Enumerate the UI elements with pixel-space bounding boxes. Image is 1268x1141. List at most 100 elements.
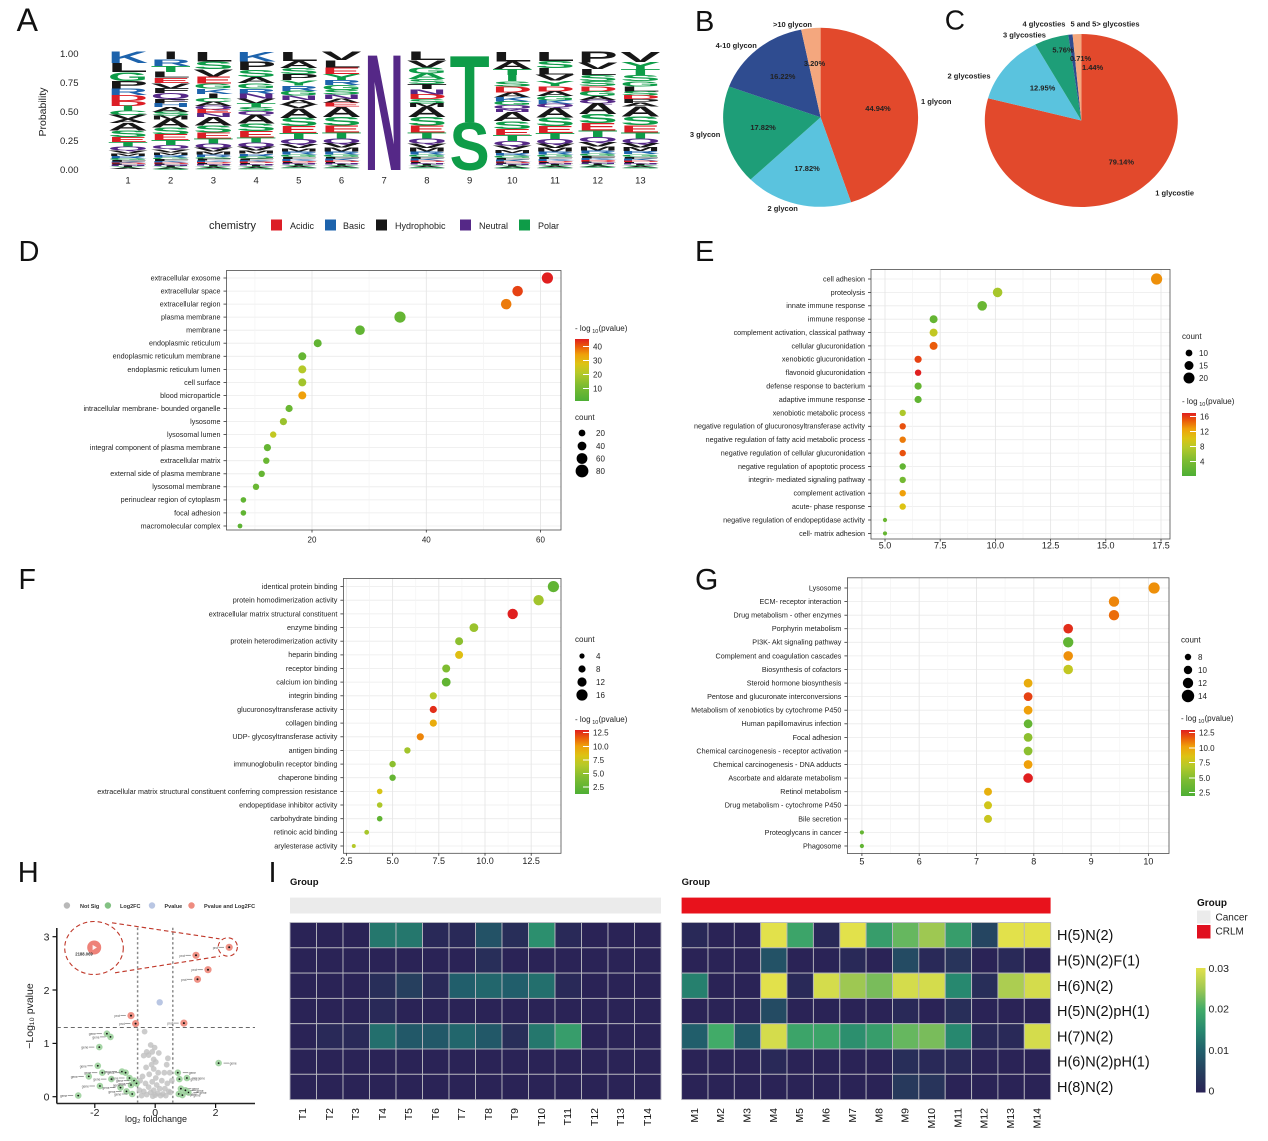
svg-text:gene: gene bbox=[108, 1090, 115, 1094]
svg-text:gene: gene bbox=[114, 1093, 121, 1097]
svg-text:9: 9 bbox=[467, 176, 472, 187]
svg-text:5.0: 5.0 bbox=[879, 541, 892, 551]
svg-text:A: A bbox=[578, 95, 618, 101]
svg-text:A: A bbox=[279, 166, 319, 168]
svg-text:G: G bbox=[620, 80, 660, 89]
svg-text:S: S bbox=[322, 115, 362, 128]
svg-text:I: I bbox=[590, 164, 606, 166]
svg-text:M: M bbox=[578, 146, 618, 152]
svg-text:L: L bbox=[108, 164, 148, 166]
svg-text:8: 8 bbox=[424, 176, 429, 187]
svg-text:lysosome: lysosome bbox=[190, 417, 220, 426]
svg-text:count: count bbox=[1182, 332, 1202, 341]
svg-text:11: 11 bbox=[550, 176, 560, 187]
svg-text:perinuclear region of cytoplas: perinuclear region of cytoplasm bbox=[121, 495, 221, 504]
svg-text:I: I bbox=[419, 164, 435, 166]
svg-text:M: M bbox=[151, 151, 191, 156]
svg-text:4 glycosties: 4 glycosties bbox=[1023, 20, 1066, 29]
svg-text:gene: gene bbox=[84, 1071, 91, 1075]
svg-text:E: E bbox=[322, 102, 362, 108]
svg-text:S: S bbox=[193, 59, 233, 71]
svg-text:F: F bbox=[151, 98, 191, 105]
svg-text:T: T bbox=[236, 136, 276, 144]
svg-text:F: F bbox=[19, 564, 36, 596]
svg-text:A: A bbox=[108, 121, 148, 133]
svg-text:extracellular region: extracellular region bbox=[160, 300, 221, 309]
svg-text:I: I bbox=[163, 50, 179, 62]
svg-text:H(5)N(2): H(5)N(2) bbox=[1057, 928, 1113, 944]
svg-text:cellular glucuronidation: cellular glucuronidation bbox=[791, 341, 865, 350]
svg-text:gene: gene bbox=[104, 1070, 111, 1074]
svg-text:N: N bbox=[492, 164, 532, 166]
svg-text:retinoic acid binding: retinoic acid binding bbox=[274, 828, 338, 837]
svg-text:(pvalue): (pvalue) bbox=[1206, 397, 1235, 406]
svg-text:extracellular matrix structura: extracellular matrix structural constitu… bbox=[97, 787, 337, 796]
svg-text:L: L bbox=[322, 58, 362, 69]
svg-text:A: A bbox=[108, 118, 148, 124]
svg-text:- log: - log bbox=[1182, 397, 1198, 406]
svg-text:0: 0 bbox=[1209, 1086, 1215, 1098]
svg-text:Pvalue and Log2FC: Pvalue and Log2FC bbox=[204, 904, 255, 910]
svg-text:2: 2 bbox=[213, 1107, 219, 1119]
svg-text:Basic: Basic bbox=[343, 221, 366, 231]
svg-text:L: L bbox=[578, 68, 618, 78]
svg-text:K: K bbox=[492, 159, 532, 162]
svg-text:S: S bbox=[407, 78, 447, 86]
svg-text:- log: - log bbox=[1181, 714, 1197, 723]
svg-text:Q: Q bbox=[492, 104, 532, 110]
svg-text:G: G bbox=[492, 155, 532, 159]
svg-text:S: S bbox=[279, 167, 319, 169]
svg-text:F: F bbox=[108, 160, 148, 162]
svg-text:Q: Q bbox=[279, 138, 319, 146]
svg-text:E: E bbox=[535, 124, 575, 135]
svg-text:R: R bbox=[322, 79, 362, 87]
svg-text:-2: -2 bbox=[90, 1107, 99, 1119]
svg-text:R: R bbox=[578, 149, 618, 154]
svg-text:G: G bbox=[279, 90, 319, 98]
svg-text:macromolecular complex: macromolecular complex bbox=[141, 521, 221, 530]
svg-text:plasma membrane: plasma membrane bbox=[161, 313, 221, 322]
svg-text:prot: prot bbox=[167, 1022, 173, 1026]
svg-text:L: L bbox=[535, 66, 575, 76]
svg-text:12.5: 12.5 bbox=[593, 729, 609, 738]
svg-text:M14: M14 bbox=[1032, 1108, 1044, 1129]
svg-text:Hydrophobic: Hydrophobic bbox=[395, 221, 446, 231]
svg-text:F: F bbox=[492, 157, 532, 160]
svg-text:Phagosome: Phagosome bbox=[803, 841, 841, 850]
svg-text:S: S bbox=[620, 90, 660, 97]
svg-text:T: T bbox=[108, 141, 148, 148]
svg-text:C: C bbox=[108, 110, 148, 117]
svg-text:gene: gene bbox=[192, 1087, 199, 1091]
svg-text:S: S bbox=[236, 68, 276, 79]
svg-text:Group: Group bbox=[682, 877, 711, 888]
svg-text:P: P bbox=[108, 79, 148, 91]
svg-text:Human papillomavirus infection: Human papillomavirus infection bbox=[742, 719, 842, 728]
svg-text:Q: Q bbox=[535, 103, 575, 109]
svg-text:N: N bbox=[151, 164, 191, 166]
svg-text:proteolysis: proteolysis bbox=[831, 288, 866, 297]
svg-text:Y: Y bbox=[108, 167, 148, 169]
svg-text:prot: prot bbox=[181, 978, 187, 982]
svg-text:8: 8 bbox=[1198, 653, 1203, 662]
svg-text:Pentose and glucuronate interc: Pentose and glucuronate interconversions bbox=[707, 692, 842, 701]
svg-text:H(8)N(2): H(8)N(2) bbox=[1057, 1080, 1113, 1096]
svg-text:adaptive immune response: adaptive immune response bbox=[779, 395, 865, 404]
svg-text:L: L bbox=[279, 49, 319, 63]
svg-text:G: G bbox=[578, 153, 618, 157]
svg-text:12.5: 12.5 bbox=[522, 856, 540, 866]
svg-text:Q: Q bbox=[236, 141, 276, 148]
svg-text:60: 60 bbox=[596, 454, 605, 463]
svg-text:H(5)N(2)F(1): H(5)N(2)F(1) bbox=[1057, 953, 1140, 969]
svg-text:10: 10 bbox=[1143, 857, 1153, 867]
svg-text:T2: T2 bbox=[324, 1108, 336, 1120]
svg-text:20: 20 bbox=[593, 371, 602, 380]
svg-text:K: K bbox=[407, 158, 447, 161]
svg-text:G: G bbox=[322, 154, 362, 158]
svg-text:Polar: Polar bbox=[538, 221, 559, 231]
svg-text:D: D bbox=[578, 85, 618, 94]
svg-text:A: A bbox=[492, 167, 532, 169]
svg-text:protein homodimerization activ: protein homodimerization activity bbox=[233, 596, 338, 605]
svg-text:E: E bbox=[322, 123, 362, 134]
svg-text:glucuronosyltransferase activi: glucuronosyltransferase activity bbox=[237, 705, 338, 714]
svg-text:T: T bbox=[578, 129, 618, 139]
